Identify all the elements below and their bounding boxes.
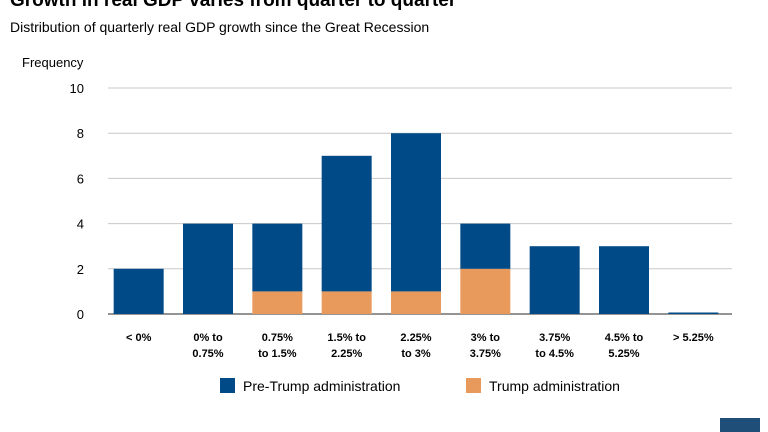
x-tick-label: to 1.5% bbox=[258, 348, 297, 360]
x-tick-label: 0% to bbox=[193, 332, 223, 344]
bar-segment bbox=[529, 246, 580, 314]
x-tick-label: to 4.5% bbox=[535, 348, 574, 360]
bar-segment bbox=[321, 291, 372, 314]
x-tick-label: > 5.25% bbox=[673, 332, 714, 344]
y-tick-label: 0 bbox=[77, 307, 84, 322]
legend-label: Trump administration bbox=[489, 378, 620, 394]
bar-segment bbox=[183, 223, 233, 314]
y-tick-label: 2 bbox=[77, 262, 84, 277]
y-tick-label: 10 bbox=[70, 81, 84, 96]
bar-segment bbox=[668, 312, 719, 314]
x-tick-label: 3.75% bbox=[470, 348, 501, 360]
y-tick-label: 8 bbox=[77, 126, 84, 141]
x-tick-label: 5.25% bbox=[608, 348, 639, 360]
x-tick-label: 2.25% bbox=[400, 332, 431, 344]
x-tick-label: 3.75% bbox=[539, 332, 570, 344]
bar-segment bbox=[599, 246, 649, 314]
legend-swatch bbox=[220, 378, 235, 393]
y-axis-label: Frequency bbox=[22, 55, 84, 70]
bar-segment bbox=[391, 291, 441, 314]
x-tick-label: 0.75% bbox=[192, 348, 223, 360]
brand-mark bbox=[720, 418, 760, 432]
bar-segment bbox=[252, 291, 303, 314]
x-tick-label: < 0% bbox=[126, 332, 152, 344]
bar-segment bbox=[391, 133, 441, 292]
x-tick-label: 0.75% bbox=[262, 332, 293, 344]
x-tick-label: 2.25% bbox=[331, 348, 362, 360]
bar-segment bbox=[460, 268, 511, 314]
legend-swatch bbox=[466, 378, 481, 393]
y-tick-label: 4 bbox=[77, 217, 84, 232]
bar-segment bbox=[321, 155, 372, 292]
x-tick-label: to 3% bbox=[401, 348, 431, 360]
x-tick-label: 4.5% to bbox=[605, 332, 644, 344]
x-tick-label: 1.5% to bbox=[327, 332, 366, 344]
chart-title: Growth in real GDP varies from quarter t… bbox=[10, 0, 457, 11]
legend-label: Pre-Trump administration bbox=[243, 378, 400, 394]
bar-segment bbox=[113, 268, 164, 314]
y-tick-label: 6 bbox=[77, 171, 84, 186]
bar-segment bbox=[252, 223, 303, 292]
chart-subtitle: Distribution of quarterly real GDP growt… bbox=[10, 19, 430, 35]
x-tick-label: 3% to bbox=[471, 332, 501, 344]
bar-segment bbox=[460, 223, 511, 269]
